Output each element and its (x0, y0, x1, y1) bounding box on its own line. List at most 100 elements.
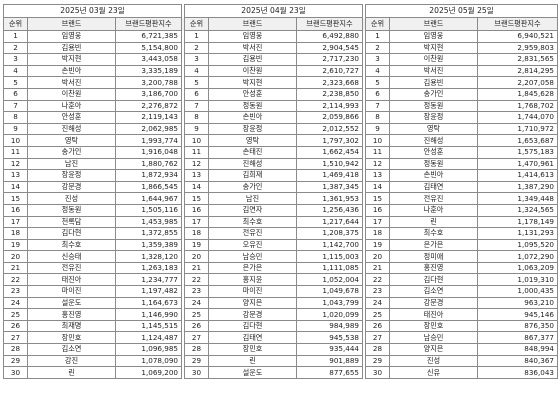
column-gap (362, 4, 366, 18)
index-value-cell: 1,131,293 (477, 227, 558, 240)
index-value-cell: 1,072,290 (477, 250, 558, 263)
brand-name-cell: 설운도 (27, 296, 116, 310)
brand-name-cell: 임영웅 (389, 30, 478, 43)
brand-name-cell: 진성 (389, 354, 478, 368)
table-row: 5 박서진 3,200,788 5 박지현 2,323,668 5 김용빈 2,207,058 (3, 76, 558, 89)
index-value-cell: 2,831,565 (477, 53, 558, 66)
index-value-cell: 1,453,985 (115, 215, 182, 229)
brand-name-cell: 김연자 (208, 203, 297, 217)
brand-name-cell: 양지은 (389, 343, 478, 356)
index-value-cell: 1,142,700 (296, 238, 363, 252)
brand-name-cell: 신유 (389, 366, 478, 379)
rank-cell: 4 (365, 64, 390, 78)
index-value-cell: 1,710,972 (477, 122, 558, 136)
table-row: 2 김용빈 5,154,800 2 박서진 2,904,545 2 박지현 2,959,803 (3, 41, 558, 55)
brand-name-cell: 전유진 (208, 227, 297, 240)
index-value-cell: 877,655 (296, 366, 363, 379)
index-value-cell: 1,387,345 (296, 180, 363, 194)
rank-cell: 11 (365, 145, 390, 159)
index-value-cell: 901,889 (296, 354, 363, 368)
brand-name-cell: 박서진 (27, 76, 116, 89)
brand-name-cell: 린 (208, 354, 297, 368)
index-value-cell: 2,119,143 (115, 111, 182, 124)
rank-header: 순위 (3, 17, 28, 31)
table-row: 11 송가인 1,916,048 11 손태진 1,662,454 11 안성훈 1,575,1… (3, 145, 558, 159)
table-row: 20 신승태 1,328,120 20 남승민 1,115,003 20 정미애 1,072,2… (3, 250, 558, 263)
brand-name-cell: 김용빈 (389, 76, 478, 89)
rank-cell: 13 (3, 169, 28, 182)
rank-cell: 3 (3, 53, 28, 66)
rank-cell: 6 (365, 87, 390, 101)
brand-name-cell: 영탁 (27, 134, 116, 147)
brand-name-cell: 린 (389, 215, 478, 229)
brand-name-cell: 안성훈 (208, 87, 297, 101)
table-row: 30 린 1,069,200 30 설운도 877,655 30 신유 836,043 (3, 366, 558, 379)
rank-cell: 23 (3, 285, 28, 298)
index-value-cell: 1,043,799 (296, 296, 363, 310)
rank-cell: 24 (3, 296, 28, 310)
index-header: 브랜드평판지수 (296, 17, 363, 31)
index-value-cell: 1,208,375 (296, 227, 363, 240)
brand-name-cell: 장민호 (208, 343, 297, 356)
rank-cell: 21 (365, 261, 390, 275)
brand-name-cell: 최수호 (27, 238, 116, 252)
rank-cell: 10 (3, 134, 28, 147)
rank-cell: 7 (184, 99, 209, 113)
index-value-cell: 2,276,872 (115, 99, 182, 113)
rank-cell: 24 (365, 296, 390, 310)
index-value-cell: 1,845,628 (477, 87, 558, 101)
brand-name-cell: 영탁 (208, 134, 297, 147)
rank-cell: 22 (365, 273, 390, 287)
brand-name-cell: 진성 (27, 192, 116, 205)
index-value-cell: 848,994 (477, 343, 558, 356)
rank-cell: 30 (184, 366, 209, 379)
column-gap (362, 17, 366, 31)
table-row: 7 나훈아 2,276,872 7 정동원 2,114,993 7 정동원 1,768,702 (3, 99, 558, 113)
index-value-cell: 2,012,552 (296, 122, 363, 136)
rank-cell: 14 (365, 180, 390, 194)
brand-name-cell: 손빈아 (208, 111, 297, 124)
rank-cell: 22 (3, 273, 28, 287)
rank-cell: 29 (3, 354, 28, 368)
rank-cell: 5 (365, 76, 390, 89)
index-value-cell: 6,721,385 (115, 30, 182, 43)
brand-header: 브랜드 (208, 17, 297, 31)
rank-cell: 9 (365, 122, 390, 136)
brand-name-cell: 나훈아 (27, 99, 116, 113)
index-value-cell: 1,217,644 (296, 215, 363, 229)
brand-name-cell: 손빈아 (27, 64, 116, 78)
index-value-cell: 1,069,200 (115, 366, 182, 379)
rank-cell: 28 (184, 343, 209, 356)
rank-cell: 15 (184, 192, 209, 205)
brand-name-cell: 홍지윤 (208, 273, 297, 287)
rank-cell: 25 (184, 308, 209, 321)
index-value-cell: 1,505,116 (115, 203, 182, 217)
rank-cell: 20 (184, 250, 209, 263)
rank-cell: 20 (3, 250, 28, 263)
table-row: 27 장민호 1,124,487 27 김태연 945,538 27 남승민 867,377 (3, 331, 558, 345)
index-value-cell: 1,469,418 (296, 169, 363, 182)
index-value-cell: 1,000,435 (477, 285, 558, 298)
rank-cell: 29 (365, 354, 390, 368)
index-value-cell: 2,959,803 (477, 41, 558, 55)
rank-cell: 26 (3, 319, 28, 333)
index-value-cell: 1,263,183 (115, 261, 182, 275)
index-value-cell: 1,078,090 (115, 354, 182, 368)
rank-cell: 12 (184, 157, 209, 171)
rank-cell: 17 (3, 215, 28, 229)
brand-name-cell: 박서진 (208, 41, 297, 55)
rank-cell: 3 (365, 53, 390, 66)
rank-cell: 2 (365, 41, 390, 55)
table-row: 3 박지현 3,443,058 3 김용빈 2,717,230 3 이찬원 2,831,565 (3, 53, 558, 66)
brand-name-cell: 전유진 (389, 192, 478, 205)
index-value-cell: 2,059,866 (296, 111, 363, 124)
brand-name-cell: 강문경 (208, 308, 297, 321)
index-value-cell: 1,234,777 (115, 273, 182, 287)
table-row: 29 강진 1,078,090 29 린 901,889 29 진성 840,367 (3, 354, 558, 368)
index-value-cell: 1,256,436 (296, 203, 363, 217)
index-value-cell: 2,717,230 (296, 53, 363, 66)
brand-name-cell: 이찬원 (208, 64, 297, 78)
rank-cell: 3 (184, 53, 209, 66)
period-date: 2025년 05월 25일 (365, 4, 558, 18)
brand-header: 브랜드 (389, 17, 478, 31)
